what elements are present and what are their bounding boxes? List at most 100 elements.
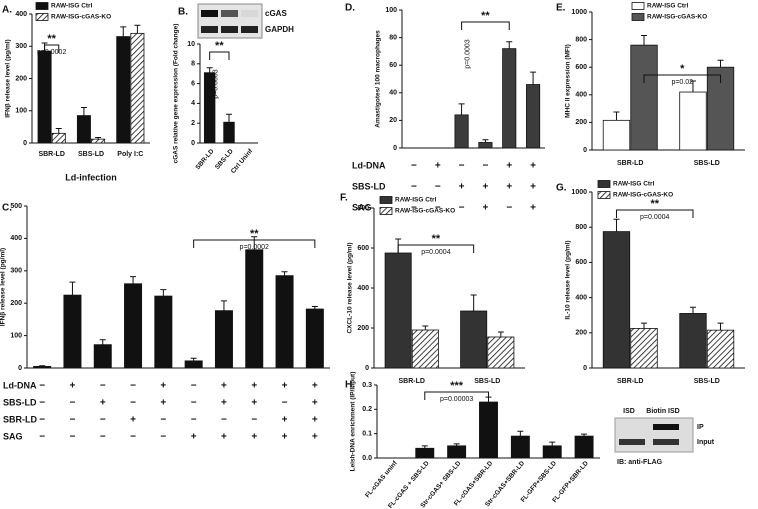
condition-sign: + xyxy=(282,415,288,426)
condition-sign: + xyxy=(506,161,512,172)
condition-sign: + xyxy=(282,432,288,443)
condition-sign: + xyxy=(482,182,488,193)
condition-sign: − xyxy=(70,398,76,409)
condition-sign: − xyxy=(435,203,441,214)
condition-sign: − xyxy=(482,161,488,172)
bar xyxy=(124,283,143,369)
condition-label: SBS-LD xyxy=(352,181,386,191)
bar xyxy=(33,365,52,369)
error-bar xyxy=(458,103,465,115)
condition-sign: − xyxy=(160,432,166,443)
blot-band xyxy=(619,439,645,445)
error-bar xyxy=(717,322,724,331)
panel-label: H. xyxy=(345,380,355,391)
condition-sign: − xyxy=(39,415,45,426)
error-bar xyxy=(506,41,513,49)
y-axis-label: Leish-DNA enrichment (IP/Input) xyxy=(350,372,357,472)
lane-label: ISD xyxy=(623,408,635,415)
bar xyxy=(478,142,493,149)
condition-sign: + xyxy=(312,381,318,392)
panel-label: B. xyxy=(178,7,188,18)
bar xyxy=(510,435,530,459)
x-tick-label: SBR-LD xyxy=(399,378,425,385)
legend-label: RAW-ISG-cGAS-KO xyxy=(613,192,673,199)
bar xyxy=(706,329,735,369)
blot-band xyxy=(201,10,218,17)
y-tick-label: 0 xyxy=(18,365,22,372)
bar xyxy=(526,84,541,149)
bracket xyxy=(643,74,722,83)
legend-label: RAW-ISG-cGAS-KO xyxy=(647,14,707,21)
error-bar xyxy=(482,139,489,143)
condition-sign: + xyxy=(251,381,257,392)
blot-band xyxy=(221,10,238,17)
y-tick-label: 200 xyxy=(357,325,369,332)
row-label: Input xyxy=(697,439,715,446)
p-value: p=0.0003 xyxy=(464,39,471,68)
blot-caption: IB: anti-FLAG xyxy=(617,459,663,466)
significance: ** xyxy=(250,228,259,240)
error-bar xyxy=(130,276,137,284)
legend-swatch xyxy=(597,180,611,188)
p-value: p=0.0004 xyxy=(421,249,450,256)
bar xyxy=(679,313,707,369)
bar xyxy=(51,132,66,144)
y-tick-label: 8 xyxy=(191,61,195,68)
condition-label: Ld-DNA xyxy=(3,380,37,390)
y-tick-label: 600 xyxy=(575,259,587,266)
condition-sign: − xyxy=(100,381,106,392)
blot xyxy=(614,417,694,453)
error-bar xyxy=(311,305,318,310)
condition-sign: − xyxy=(39,398,45,409)
lane-label: Biotin ISD xyxy=(646,408,679,415)
y-tick-label: 80 xyxy=(389,34,397,41)
condition-sign: + xyxy=(530,182,536,193)
condition-label: SBR-LD xyxy=(3,414,37,424)
error-bar xyxy=(641,34,648,46)
condition-sign: − xyxy=(411,182,417,193)
condition-label: SBS-LD xyxy=(3,397,37,407)
condition-sign: + xyxy=(312,398,318,409)
y-tick-label: 2 xyxy=(191,120,195,127)
x-tick-label: SBS-LD xyxy=(694,160,720,167)
condition-label: Ld-DNA xyxy=(352,160,386,170)
condition-sign: + xyxy=(435,161,441,172)
error-bar xyxy=(220,300,227,311)
panel-label: A. xyxy=(2,5,12,16)
y-tick-label: 0 xyxy=(365,365,369,372)
error-bar xyxy=(281,271,288,276)
bar xyxy=(502,48,517,149)
y-tick-label: 40 xyxy=(389,90,397,97)
error-bar xyxy=(95,137,102,140)
bar xyxy=(602,119,631,151)
condition-sign: + xyxy=(530,161,536,172)
error-bar xyxy=(689,306,696,314)
panel-label: E. xyxy=(556,3,566,14)
condition-sign: + xyxy=(160,398,166,409)
condition-sign: − xyxy=(251,415,257,426)
error-bar xyxy=(530,71,537,85)
error-bar xyxy=(206,67,213,73)
blot-band xyxy=(653,439,679,445)
y-tick-label: 0 xyxy=(583,365,587,372)
y-tick-label: 400 xyxy=(10,235,22,242)
significance: * xyxy=(680,63,685,75)
p-value: p=0.0002 xyxy=(37,49,66,56)
y-tick-label: 800 xyxy=(357,205,369,212)
condition-sign: − xyxy=(411,203,417,214)
bar xyxy=(542,445,562,459)
condition-sign: + xyxy=(482,203,488,214)
y-tick-label: 600 xyxy=(575,64,587,71)
x-tick-label: Poly I:C xyxy=(117,151,143,158)
error-bar xyxy=(80,107,87,116)
x-tick-label: SBR-LD xyxy=(38,151,64,158)
condition-sign: − xyxy=(39,381,45,392)
bar xyxy=(602,231,631,369)
blot-band xyxy=(241,10,258,17)
y-axis-label: MHC II expression (MFI) xyxy=(565,44,572,118)
condition-label: SAG xyxy=(352,202,372,212)
y-tick-label: 0 xyxy=(23,140,27,147)
error-bar xyxy=(641,322,648,329)
y-tick-label: 0 xyxy=(583,147,587,154)
